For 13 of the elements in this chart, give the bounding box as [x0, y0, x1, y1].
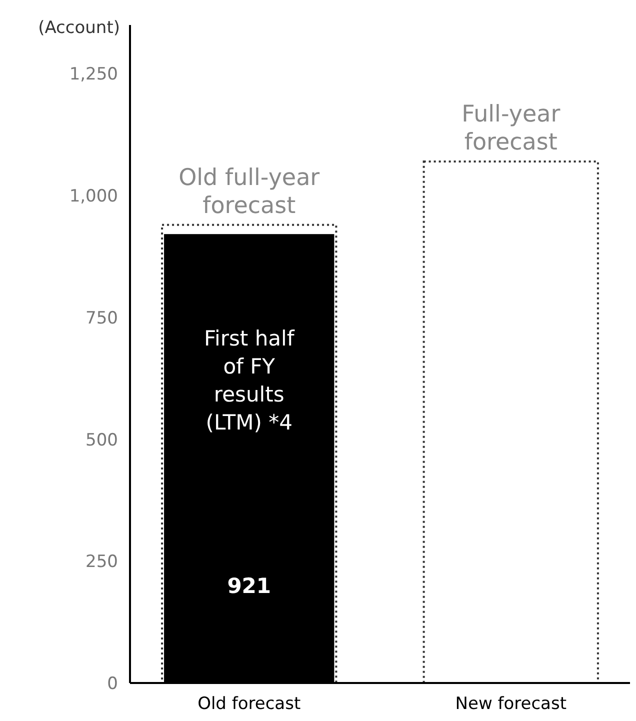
y-tick-label: 250	[86, 552, 118, 572]
y-tick-label: 0	[107, 674, 118, 694]
series-label: Old full-year forecast	[178, 164, 320, 219]
x-tick-label: New forecast	[455, 694, 567, 714]
data-label: 921	[227, 574, 272, 598]
x-tick-label: Old forecast	[198, 694, 301, 714]
y-tick-label: 500	[86, 430, 118, 450]
series-label: First half of FY results (LTM) *4	[204, 326, 295, 434]
y-axis-title: (Account)	[38, 18, 120, 38]
y-tick-label: 1,250	[69, 64, 118, 85]
y-tick-label: 750	[86, 308, 118, 328]
series-label: Full-year forecast	[462, 101, 561, 156]
y-tick-label: 1,000	[69, 186, 118, 207]
